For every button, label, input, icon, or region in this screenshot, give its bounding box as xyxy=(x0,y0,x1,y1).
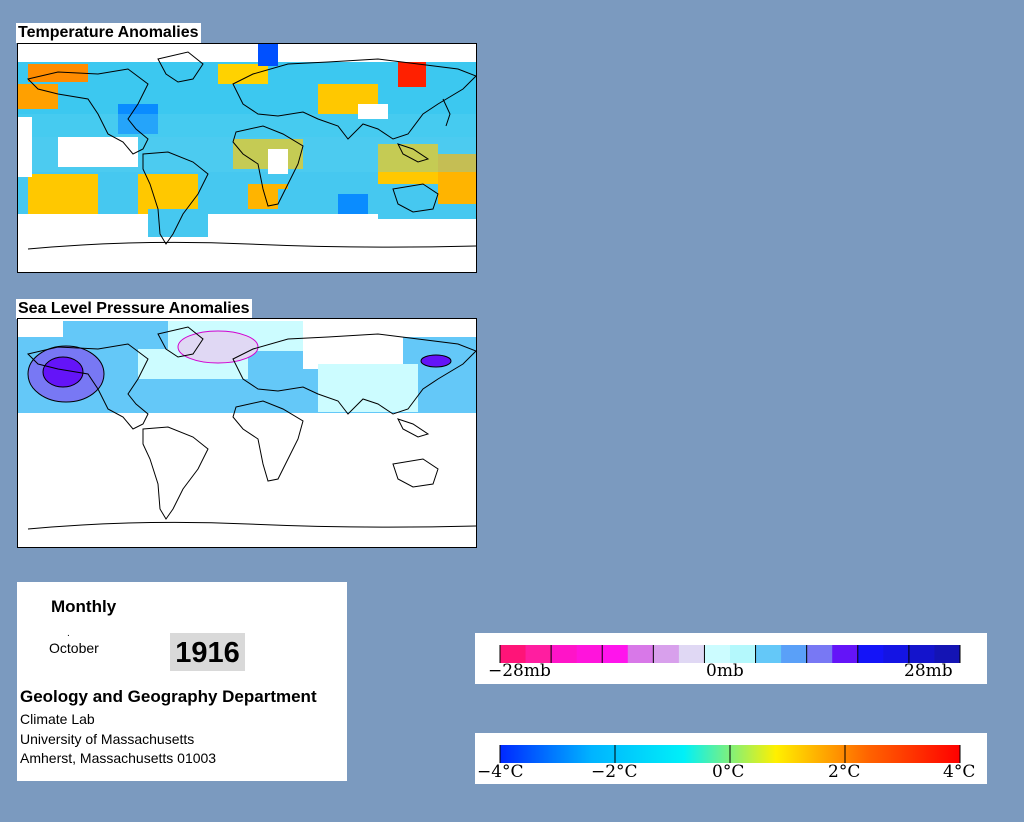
pressure-swatch-13 xyxy=(832,645,859,663)
pressure-swatch-10 xyxy=(755,645,782,663)
year-display: 1916 xyxy=(170,633,245,671)
temp-label-zero: 0°C xyxy=(712,762,745,782)
temp-label-minus4: −4°C xyxy=(477,762,524,782)
pressure-swatch-5 xyxy=(627,645,654,663)
pressure-contours xyxy=(27,330,452,403)
pressure-swatch-11 xyxy=(781,645,808,663)
pressure-swatch-1 xyxy=(525,645,552,663)
pressure-swatch-8 xyxy=(704,645,731,663)
pressure-label-max: 28mb xyxy=(904,661,953,681)
pressure-swatch-15 xyxy=(883,645,910,663)
department-name: Geology and Geography Department xyxy=(20,687,317,706)
lab-name: Climate Lab xyxy=(20,711,95,727)
pressure-legend: −28mb 0mb 28mb xyxy=(475,633,987,684)
pressure-swatch-3 xyxy=(576,645,603,663)
pressure-swatch-6 xyxy=(653,645,680,663)
dot-mark: . xyxy=(67,628,70,639)
pressure-swatch-2 xyxy=(551,645,578,663)
pressure-swatch-16 xyxy=(908,645,935,663)
pressure-label-min: −28mb xyxy=(488,661,551,681)
temp-label-plus4: 4°C xyxy=(943,762,976,782)
address-line: Amherst, Massachusetts 01003 xyxy=(20,750,217,766)
coastline-outlines xyxy=(27,326,476,530)
pressure-anomaly-fill xyxy=(18,321,476,413)
pressure-label-zero: 0mb xyxy=(706,661,744,681)
period-label: Monthly xyxy=(51,597,117,616)
temp-label-plus2: 2°C xyxy=(828,762,861,782)
temperature-legend: −4°C −2°C 0°C 2°C 4°C xyxy=(475,733,987,784)
month-label: October xyxy=(49,640,99,656)
temperature-anomaly-fill xyxy=(18,44,476,272)
pressure-swatch-9 xyxy=(730,645,757,663)
pressure-swatch-17 xyxy=(934,645,961,663)
temperature-anomaly-map xyxy=(17,43,477,273)
pressure-swatch-12 xyxy=(806,645,833,663)
temperature-colorbar xyxy=(499,745,961,763)
pressure-swatch-7 xyxy=(678,645,705,663)
pressure-colorbar xyxy=(499,645,961,663)
info-panel: Monthly . October 1916 Geology and Geogr… xyxy=(17,582,347,781)
temperature-map-title: Temperature Anomalies xyxy=(16,23,201,43)
university-name: University of Massachusetts xyxy=(20,731,195,747)
coastline-outlines xyxy=(27,51,476,250)
pressure-anomaly-map xyxy=(17,318,477,548)
pressure-swatch-0 xyxy=(500,645,527,663)
pressure-swatch-14 xyxy=(857,645,884,663)
temp-label-minus2: −2°C xyxy=(591,762,638,782)
pressure-map-title: Sea Level Pressure Anomalies xyxy=(16,299,252,319)
pressure-swatch-4 xyxy=(602,645,629,663)
